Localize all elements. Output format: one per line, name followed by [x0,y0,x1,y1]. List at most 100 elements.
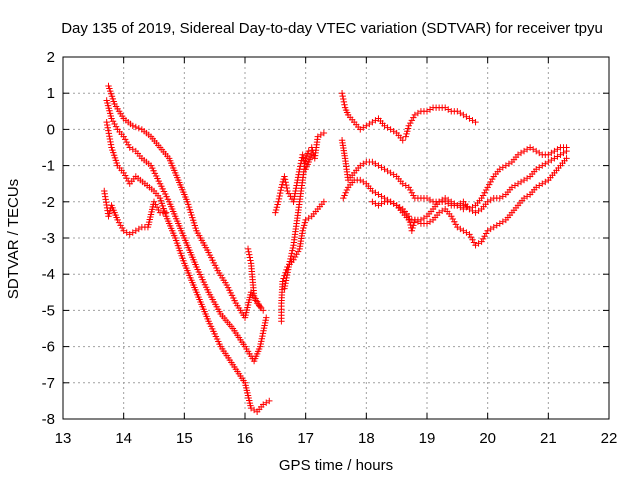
data-point [343,186,351,194]
data-point [295,171,302,178]
data-point [293,179,301,186]
data-point [153,204,161,211]
data-point [296,166,303,173]
data-point [290,198,297,205]
data-point [291,253,299,261]
data-point [282,179,289,186]
data-point [281,176,289,183]
data-point [479,235,487,243]
data-point [104,121,111,129]
data-point [408,227,416,234]
data-point [108,115,115,122]
data-point [281,282,289,290]
data-point [125,141,132,148]
data-point [299,227,306,234]
data-point [112,123,120,130]
data-point [129,122,136,129]
data-point [295,168,303,176]
data-point [300,157,308,164]
data-point [288,250,295,257]
data-point [408,117,416,124]
data-point [150,198,158,205]
axis-ticks: 13 14 15 16 17 18 19 20 21 22 -8 -7 -6 -5 -4 -3 -2 -1 0 1 2 [42,49,618,447]
y-tick-label: -6 [42,339,55,356]
data-point [290,256,297,263]
data-point [107,138,114,146]
data-point [152,201,159,208]
data-point [405,184,412,191]
data-point [482,186,490,194]
data-point [287,252,295,260]
data-point [266,397,273,405]
series-track-5 [244,245,264,310]
data-point [466,231,473,238]
x-tick-label: 21 [540,430,557,447]
data-point [449,215,456,223]
data-point [284,266,292,273]
data-point [402,133,409,140]
data-point [294,176,301,184]
data-points [101,82,570,415]
series-track-11 [340,144,570,234]
data-point [470,239,478,246]
data-point [301,160,308,167]
data-point [451,218,458,225]
data-point [407,186,414,194]
y-tick-label: -8 [42,411,55,428]
data-point [115,219,123,226]
y-tick-label: 0 [47,121,55,138]
data-point [482,230,490,237]
data-point [294,174,302,181]
data-point [283,181,290,189]
data-point [339,92,346,100]
data-point [479,192,487,199]
data-point [290,195,298,203]
x-tick-label: 17 [297,430,314,447]
data-point [276,192,283,200]
data-point [245,248,252,255]
data-point [340,95,347,103]
data-point [123,138,130,146]
data-point [308,151,315,158]
data-point [320,198,328,205]
data-point [246,254,254,261]
data-point [341,101,348,108]
data-point [132,123,139,131]
x-tick-label: 14 [115,430,132,447]
data-point [404,128,411,135]
data-point [285,263,292,271]
data-point [340,194,347,202]
series-track-3 [105,82,267,321]
data-point [103,118,110,126]
data-point [253,298,261,305]
data-point [293,182,300,189]
x-axis-label: GPS time / hours [279,457,393,474]
data-point [410,192,417,199]
series-track-7 [281,129,328,292]
data-point [104,124,111,131]
data-point [410,114,417,121]
y-axis-label: SDTVAR / TECUs [5,179,22,299]
data-point [448,213,455,220]
data-point [106,210,113,217]
x-tick-label: 15 [176,430,193,447]
data-point [135,124,143,132]
data-point [472,118,479,126]
data-point [294,248,302,255]
data-point [106,133,113,140]
data-point [105,213,112,220]
data-point [274,201,281,208]
data-point [273,204,281,211]
series-track-13 [460,147,570,216]
data-point [300,222,308,229]
data-point [305,147,312,155]
data-point [117,222,124,229]
data-point [282,280,289,287]
data-point [283,184,291,192]
data-point [292,185,300,192]
data-point [278,184,285,191]
data-point [478,194,485,202]
series-track-4 [101,187,170,238]
